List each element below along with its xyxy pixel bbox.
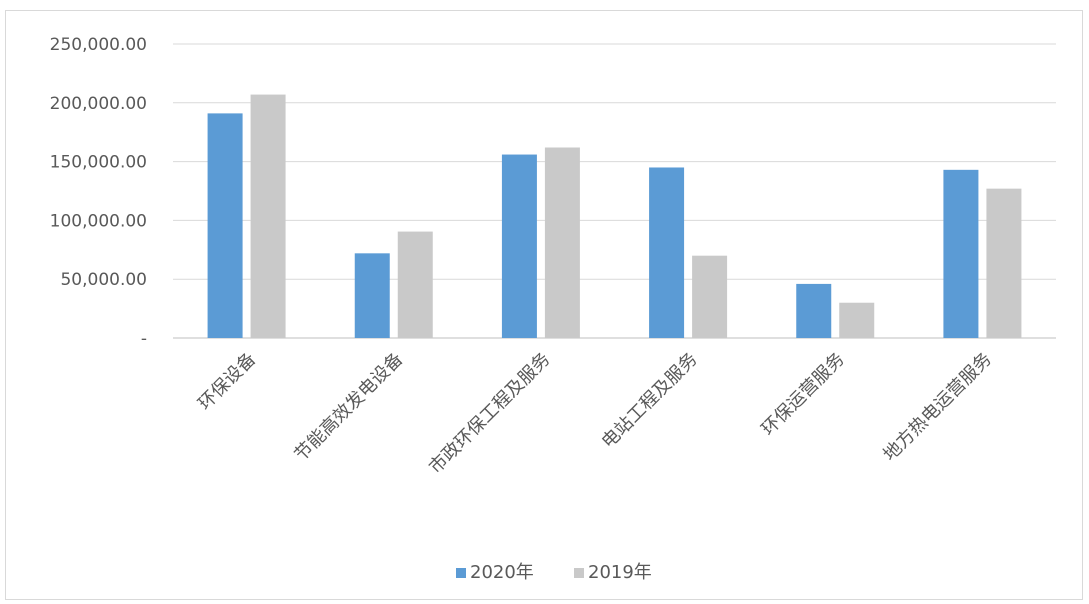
x-tick-label: 地方热电运营服务 [879, 349, 996, 466]
gridlines [173, 43, 1056, 339]
legend-label: 2020年 [470, 562, 534, 583]
y-tick-label: 50,000.00 [60, 270, 147, 290]
bar [649, 167, 685, 338]
legend-label: 2019年 [588, 562, 652, 583]
x-tick-label: 电站工程及服务 [598, 349, 702, 453]
bar [796, 283, 832, 338]
bar [501, 154, 537, 338]
bar-chart: - 50,000.00 100,000.00 150,000.00 200,000.00… [50, 35, 1056, 583]
y-tick-label: - [141, 329, 147, 349]
x-tick-label: 环保运营服务 [758, 349, 849, 440]
bar [250, 94, 286, 339]
bar [943, 169, 979, 338]
bars [207, 94, 1022, 339]
y-tick-label: 150,000.00 [50, 153, 147, 173]
y-tick-label: 250,000.00 [50, 35, 147, 55]
chart-frame: - 50,000.00 100,000.00 150,000.00 200,000.00… [5, 10, 1083, 600]
x-tick-label: 市政环保工程及服务 [425, 349, 554, 478]
bar [839, 302, 875, 338]
y-tick-label: 100,000.00 [50, 211, 147, 231]
legend-swatch [456, 568, 466, 578]
legend-swatch [574, 568, 584, 578]
y-tick-label: 200,000.00 [50, 94, 147, 114]
bar [397, 231, 433, 338]
bar [354, 253, 390, 338]
bar [692, 255, 728, 338]
y-axis: - 50,000.00 100,000.00 150,000.00 200,000.00… [50, 35, 147, 349]
bar [207, 113, 243, 338]
bar [986, 188, 1022, 338]
bar [544, 147, 580, 338]
x-axis: 环保设备 节能高效发电设备 市政环保工程及服务 电站工程及服务 环保运营服务 地方热电运营… [194, 349, 996, 478]
x-tick-label: 环保设备 [194, 349, 260, 415]
x-tick-label: 节能高效发电设备 [291, 349, 408, 466]
legend: 2020年 2019年 [456, 562, 652, 583]
